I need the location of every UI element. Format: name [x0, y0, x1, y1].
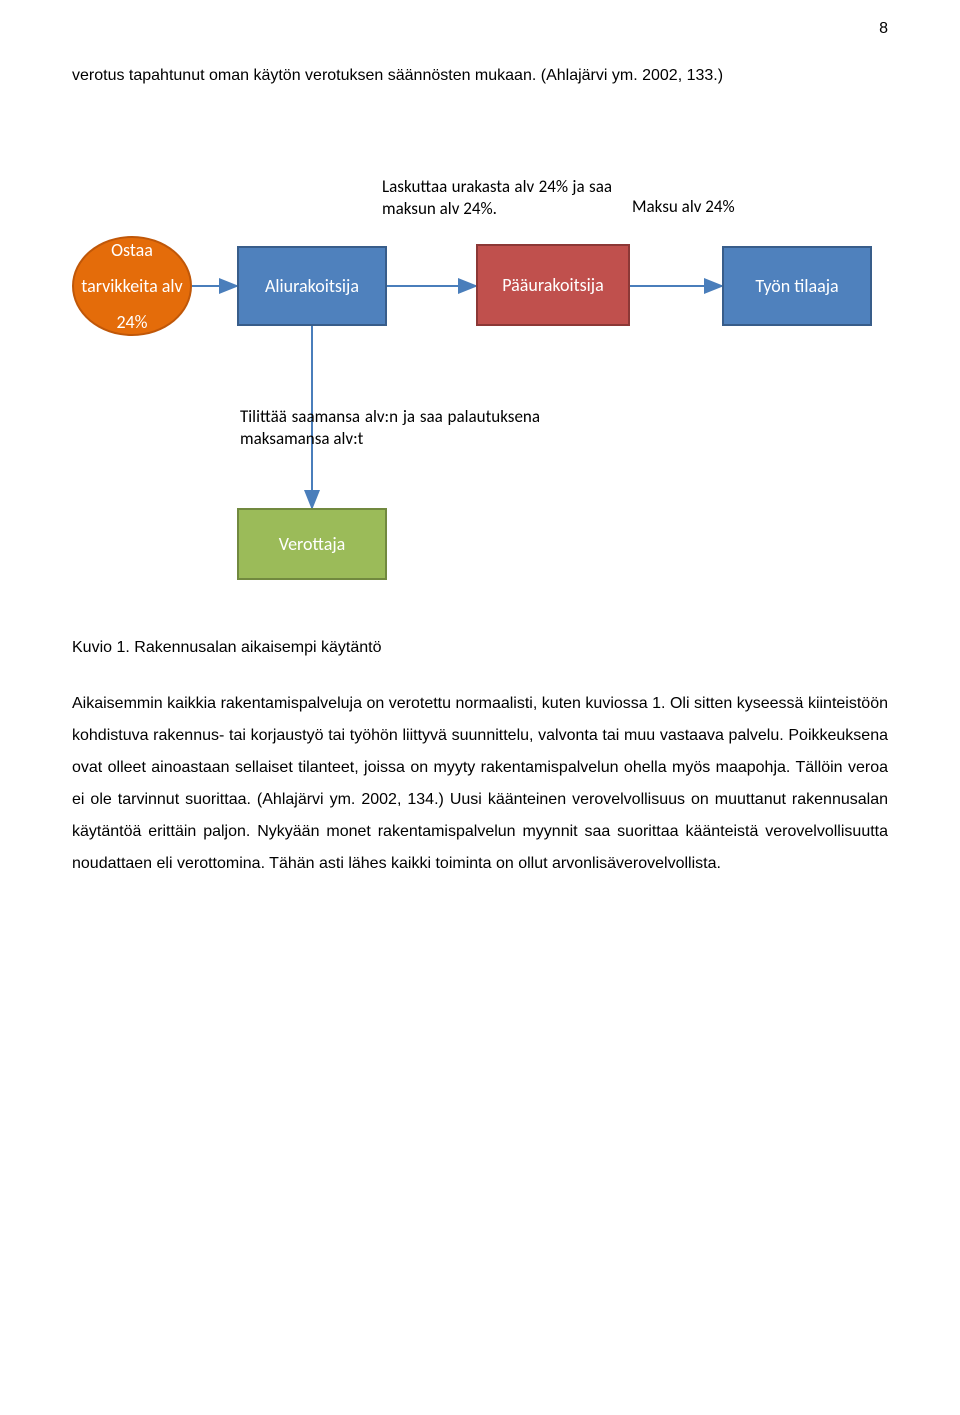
node-ostaa-label: Ostaa tarvikkeita alv 24% [80, 232, 184, 340]
label-laskuttaa: Laskuttaa urakasta alv 24% ja saa maksun… [382, 176, 612, 220]
node-verottaja-label: Verottaja [279, 526, 346, 562]
page-content: verotus tapahtunut oman käytön verotukse… [0, 0, 960, 944]
body-paragraph: Aikaisemmin kaikkia rakentamispalveluja … [72, 688, 888, 880]
intro-paragraph: verotus tapahtunut oman käytön verotukse… [72, 60, 888, 92]
node-tyon_tilaaja: Työn tilaaja [722, 246, 872, 326]
page-number: 8 [879, 20, 888, 38]
node-aliurakoitsija-label: Aliurakoitsija [265, 268, 359, 304]
node-paaurakoitsija: Pääurakoitsija [476, 244, 630, 326]
node-aliurakoitsija: Aliurakoitsija [237, 246, 387, 326]
label-tilittaa: Tilittää saamansa alv:n ja saa palautuks… [240, 406, 540, 450]
label-maksu: Maksu alv 24% [632, 196, 772, 218]
node-ostaa: Ostaa tarvikkeita alv 24% [72, 236, 192, 336]
figure-caption: Kuvio 1. Rakennusalan aikaisempi käytänt… [72, 632, 888, 664]
node-paaurakoitsija-label: Pääurakoitsija [502, 267, 603, 303]
flowchart-diagram: Ostaa tarvikkeita alv 24% Aliurakoitsija P… [72, 116, 888, 596]
node-verottaja: Verottaja [237, 508, 387, 580]
node-tyon_tilaaja-label: Työn tilaaja [755, 268, 838, 304]
